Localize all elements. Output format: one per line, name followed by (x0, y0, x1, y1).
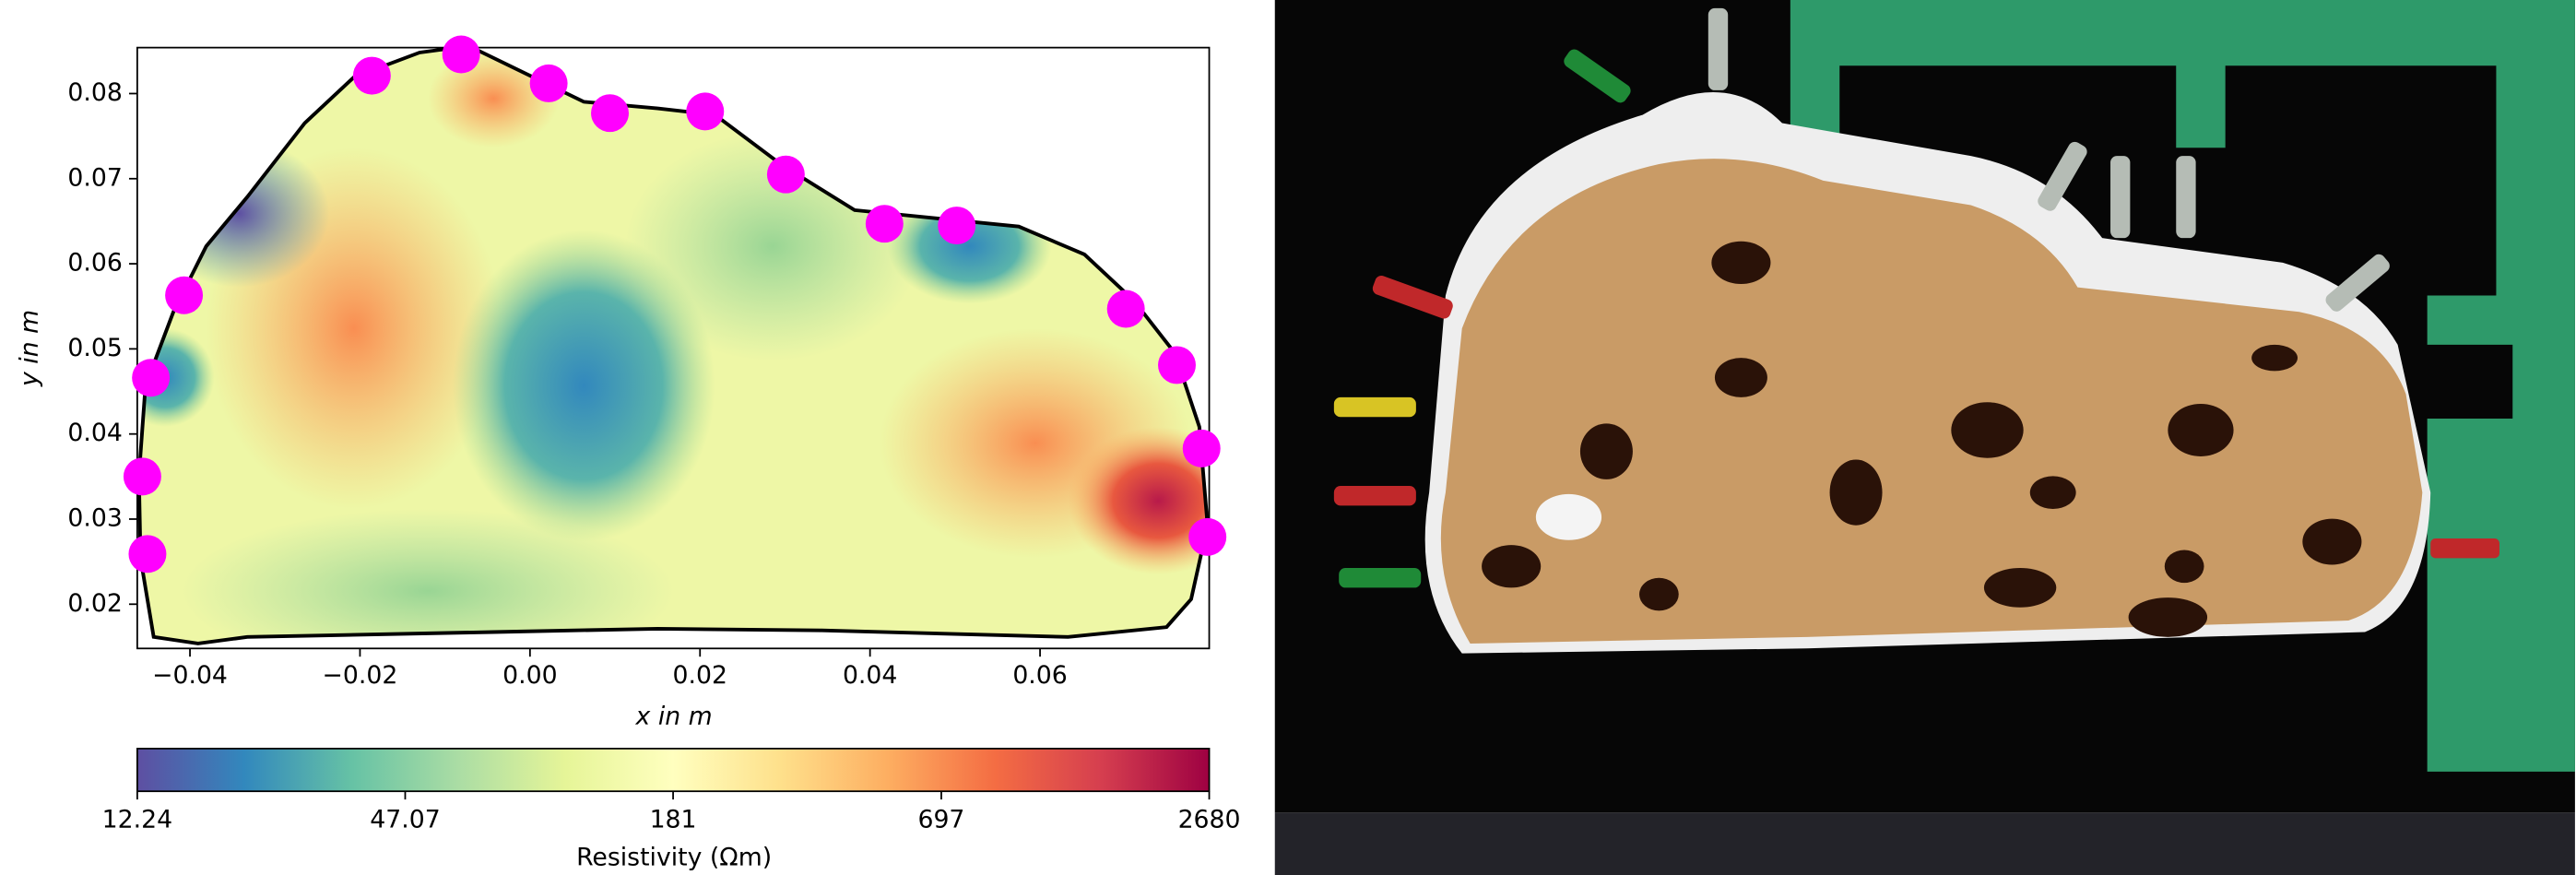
x-tick-label: 0.04 (843, 661, 897, 690)
electrode (1182, 429, 1221, 467)
y-tick-label: 0.02 (67, 589, 122, 618)
electrode (766, 155, 805, 194)
colorbar-tick-label: 181 (650, 806, 697, 834)
electrode (165, 276, 204, 314)
y-tick-label: 0.03 (67, 503, 122, 532)
photo (1274, 0, 2575, 875)
electrode (1188, 517, 1227, 556)
x-tick-label: 0.00 (502, 661, 557, 690)
colorbar (136, 748, 1211, 793)
y-tick-label: 0.08 (67, 78, 122, 107)
electrode (938, 207, 976, 245)
colorbar-tick-label: 12.24 (102, 806, 172, 834)
y-tick-label: 0.07 (67, 163, 122, 192)
y-axis-label: y in m (16, 310, 44, 387)
electrode (442, 35, 480, 74)
resistivity-field (138, 45, 1208, 644)
electrode (1158, 346, 1196, 384)
electrode (132, 359, 171, 397)
y-tick-label: 0.04 (67, 419, 122, 447)
colorbar-label: Resistivity (Ωm) (576, 844, 772, 872)
axes-frame (136, 46, 1211, 650)
colorbar-tick-label: 697 (917, 806, 964, 834)
electrode (686, 92, 725, 131)
electrode (591, 94, 629, 133)
electrode (128, 535, 167, 573)
x-axis-label: x in m (635, 703, 713, 731)
colorbar-tick-label: 2680 (1178, 806, 1241, 834)
x-tick-label: 0.06 (1012, 661, 1067, 690)
colorbar-tick-label: 47.07 (370, 806, 440, 834)
x-tick-label: −0.02 (323, 661, 398, 690)
electrode (1106, 290, 1145, 328)
x-tick-label: 0.02 (673, 661, 727, 690)
x-tick-label: −0.04 (152, 661, 228, 690)
electrode (865, 205, 904, 243)
y-tick-label: 0.06 (67, 249, 122, 278)
electrode (352, 56, 391, 95)
y-tick-label: 0.05 (67, 334, 122, 362)
electrode (529, 64, 568, 102)
electrode (123, 457, 161, 496)
